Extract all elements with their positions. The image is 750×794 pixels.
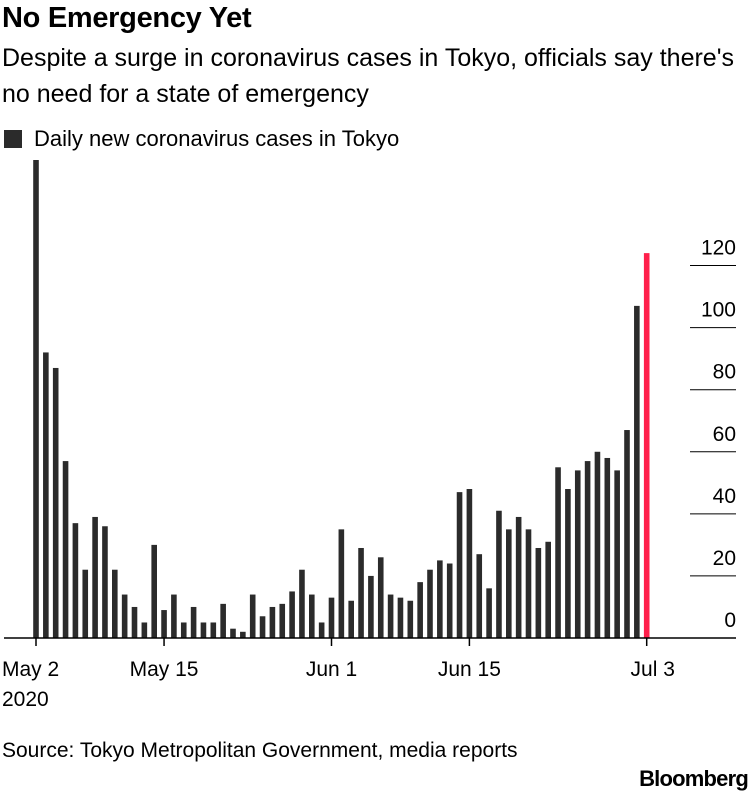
bar (348, 600, 354, 638)
x-tick-label: Jun 1 (306, 658, 357, 681)
bar (210, 622, 217, 638)
y-tick-label: 0 (724, 609, 736, 632)
bar (407, 600, 414, 638)
bar (240, 631, 246, 638)
legend-swatch (4, 130, 22, 148)
y-tick-label: 80 (713, 361, 736, 384)
bar (535, 547, 542, 638)
bar (377, 557, 384, 638)
bar (525, 529, 532, 638)
bar (496, 510, 502, 638)
bar (574, 470, 581, 638)
bar (112, 569, 118, 638)
bar (220, 603, 226, 638)
y-tick-label: 100 (701, 299, 736, 322)
bar (486, 588, 492, 638)
bar (141, 622, 148, 638)
bar (614, 470, 620, 638)
bar (269, 606, 276, 638)
bar (92, 516, 98, 638)
bar (299, 569, 305, 638)
x-tick-label: May 15 (130, 658, 199, 681)
bar (190, 606, 197, 638)
y-tick-label: 60 (713, 423, 736, 446)
bar (279, 603, 286, 638)
bar (476, 554, 483, 638)
bar (259, 616, 266, 638)
bar (328, 597, 335, 638)
chart-legend: Daily new coronavirus cases in Tokyo (4, 126, 399, 152)
bar (624, 430, 630, 638)
bar (171, 594, 177, 638)
source-note: Source: Tokyo Metropolitan Government, m… (2, 739, 518, 762)
bar (82, 569, 89, 638)
bar (161, 610, 167, 638)
bar (427, 569, 433, 638)
bar (565, 489, 571, 638)
x-tick-label: May 2 (2, 658, 59, 681)
bar (180, 622, 187, 638)
bar (131, 606, 138, 638)
bar (446, 563, 453, 638)
chart-title: No Emergency Yet (2, 2, 252, 34)
bar (43, 352, 49, 638)
bar (230, 628, 236, 638)
bar (594, 451, 601, 638)
bar (397, 597, 404, 638)
y-tick-label: 20 (713, 547, 736, 570)
bar (151, 544, 157, 638)
bar (437, 560, 443, 638)
bar (555, 467, 561, 638)
bar (338, 529, 345, 638)
bar (358, 547, 364, 638)
bar (62, 461, 69, 638)
x-tick-label: Jun 15 (438, 658, 501, 681)
bar (289, 591, 295, 638)
y-tick-label: 40 (713, 485, 736, 508)
bar (200, 622, 207, 638)
bar (417, 582, 423, 638)
bar (309, 594, 315, 638)
bar (634, 305, 640, 638)
bar (387, 594, 394, 638)
bar (456, 492, 463, 638)
x-tick-sublabel: 2020 (2, 688, 49, 711)
bar (33, 160, 39, 638)
bar (515, 516, 522, 638)
bar (121, 594, 128, 638)
y-tick-label: 120 (701, 237, 736, 260)
bar (604, 457, 611, 638)
bar (368, 575, 374, 638)
bar (249, 594, 256, 638)
chart-subtitle: Despite a surge in coronavirus cases in … (2, 44, 734, 108)
x-tick-label: Jul 3 (631, 658, 675, 681)
bar (318, 622, 325, 638)
bar-highlight (643, 253, 650, 638)
legend-label: Daily new coronavirus cases in Tokyo (34, 126, 400, 151)
bar (466, 489, 473, 638)
bar (102, 526, 108, 638)
bar (506, 529, 512, 638)
bar (72, 523, 79, 638)
bar (545, 541, 551, 638)
bar (584, 461, 591, 638)
bloomberg-logo: Bloomberg (639, 766, 749, 791)
bar (52, 367, 59, 638)
